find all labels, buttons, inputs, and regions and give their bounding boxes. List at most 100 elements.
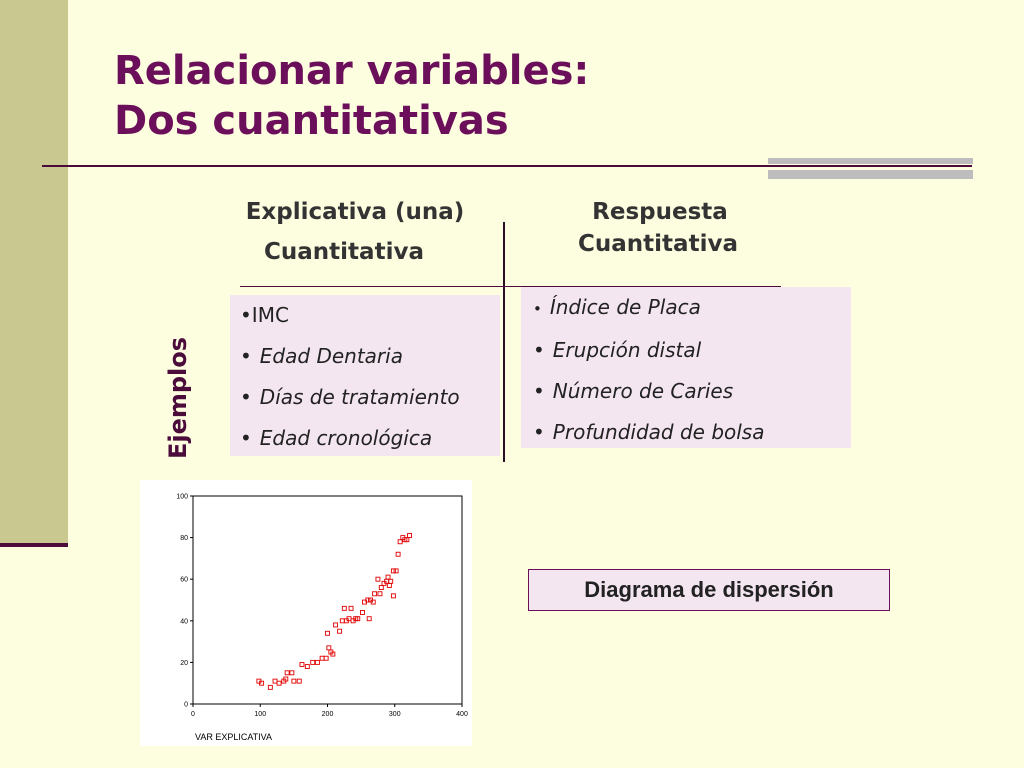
explicativa-examples-list: •IMC • Edad Dentaria • Días de tratamiento… <box>240 295 500 459</box>
bullet: • <box>240 385 252 409</box>
scatter-point <box>385 574 391 580</box>
scatter-point <box>283 676 289 682</box>
list-item-text: IMC <box>251 303 289 327</box>
scatter-point <box>370 599 376 605</box>
scatter-chart: 0 100 200 300 400 0 20 40 60 80 100 VAR EXPLICATIV… <box>140 480 472 746</box>
axis-ticks: 0 100 200 300 400 0 20 40 60 80 100 <box>176 494 468 719</box>
scatter-point <box>375 576 381 582</box>
list-item: • Erupción distal <box>533 330 851 371</box>
bullet: • <box>533 338 545 362</box>
scatter-point <box>386 582 392 588</box>
bullet: • <box>533 300 542 318</box>
list-item: • Número de Caries <box>533 371 851 412</box>
scatter-point <box>348 605 354 611</box>
list-item: • Profundidad de bolsa <box>533 412 851 453</box>
y-tick-label: 100 <box>176 494 188 501</box>
respuesta-heading-line-2: Cuantitativa <box>578 231 738 257</box>
explicativa-heading-line-1: Explicativa (una) <box>245 199 465 225</box>
scatter-point <box>291 678 297 684</box>
scatter-point <box>366 616 372 622</box>
slide-title: Relacionar variables: Dos cuantitativas <box>114 46 589 146</box>
scatter-point <box>378 585 384 590</box>
x-tick-label: 200 <box>322 711 334 718</box>
title-divider-accent-top <box>768 158 973 164</box>
bullet: • <box>533 379 545 403</box>
scatter-chart-svg: 0 100 200 300 400 0 20 40 60 80 100 VAR EXPLICATIV… <box>176 494 468 743</box>
y-tick-label: 60 <box>180 577 188 584</box>
title-divider <box>42 165 972 167</box>
list-item-text: Edad Dentaria <box>259 344 403 368</box>
scatter-point <box>407 533 412 538</box>
list-item-text: Índice de Placa <box>549 295 701 319</box>
scatter-point <box>284 670 290 676</box>
scatter-point <box>372 591 378 597</box>
scatter-point <box>341 605 347 611</box>
scatter-point <box>276 680 282 686</box>
list-item: • Edad Dentaria <box>240 336 500 377</box>
scatter-point <box>330 651 336 657</box>
scatter-point <box>319 655 325 661</box>
scatter-point <box>314 659 320 665</box>
respuesta-examples-box: • Índice de Placa • Erupción distal • Númer… <box>521 287 851 448</box>
scatter-point <box>325 630 330 636</box>
plot-frame <box>192 495 463 705</box>
scatter-point <box>267 684 273 690</box>
list-item: •IMC <box>240 295 500 336</box>
slide-title-line-1: Relacionar variables: <box>114 48 590 94</box>
accent-side-bar <box>0 0 68 545</box>
scatter-point <box>390 593 396 599</box>
explicativa-examples-box: •IMC • Edad Dentaria • Días de tratamiento… <box>230 295 500 456</box>
table-vertical-divider <box>503 222 505 462</box>
diagram-caption: Diagrama de dispersión <box>528 569 890 611</box>
scatter-point <box>339 618 345 624</box>
scatter-point <box>360 610 365 615</box>
list-item: • Índice de Placa <box>533 287 851 330</box>
scatter-point <box>310 659 316 665</box>
list-item-text: Edad cronológica <box>259 426 433 450</box>
accent-side-bar-underline <box>0 543 68 547</box>
scatter-point <box>304 664 310 670</box>
list-item: • Días de tratamiento <box>240 377 500 418</box>
scatter-point <box>393 568 399 574</box>
y-tick-label: 80 <box>180 535 188 542</box>
scatter-point <box>289 670 295 676</box>
scatter-point <box>299 662 305 667</box>
table-horizontal-divider <box>240 286 781 287</box>
y-tick-label: 0 <box>184 702 188 709</box>
x-tick-label: 0 <box>191 711 195 718</box>
explicativa-heading-line-2: Cuantitativa <box>264 239 424 265</box>
bullet: • <box>533 420 545 444</box>
scatter-point <box>337 628 343 634</box>
scatter-point <box>390 568 396 574</box>
scatter-point <box>355 616 361 622</box>
list-item-text: Profundidad de bolsa <box>552 420 765 444</box>
list-item: • Edad cronológica <box>240 418 500 459</box>
scatter-point <box>397 539 403 545</box>
y-tick-label: 20 <box>180 660 188 667</box>
x-tick-label: 400 <box>456 711 468 718</box>
scatter-point <box>404 537 410 543</box>
scatter-point <box>388 578 394 584</box>
scatter-point <box>323 655 329 661</box>
bullet: • <box>240 344 252 368</box>
data-points <box>256 533 412 690</box>
scatter-point <box>326 645 332 651</box>
scatter-point <box>395 551 401 557</box>
x-tick-label: 100 <box>254 711 266 718</box>
title-divider-accent-bottom <box>768 170 973 179</box>
scatter-point <box>259 680 265 686</box>
list-item-text: Erupción distal <box>552 338 702 362</box>
scatter-point <box>377 591 383 597</box>
list-item-text: Días de tratamiento <box>259 385 460 409</box>
list-item-text: Número de Caries <box>552 379 734 403</box>
scatter-point <box>333 622 339 628</box>
row-label-ejemplos: Ejemplos <box>164 336 192 460</box>
scatter-point <box>296 678 302 684</box>
bullet: • <box>240 303 252 327</box>
respuesta-examples-list: • Índice de Placa • Erupción distal • Númer… <box>533 287 851 453</box>
x-tick-label: 300 <box>389 711 401 718</box>
x-axis-label: VAR EXPLICATIVA <box>195 732 272 742</box>
slide-title-line-2: Dos cuantitativas <box>114 98 509 144</box>
y-tick-label: 40 <box>180 618 188 625</box>
scatter-point <box>365 597 371 603</box>
